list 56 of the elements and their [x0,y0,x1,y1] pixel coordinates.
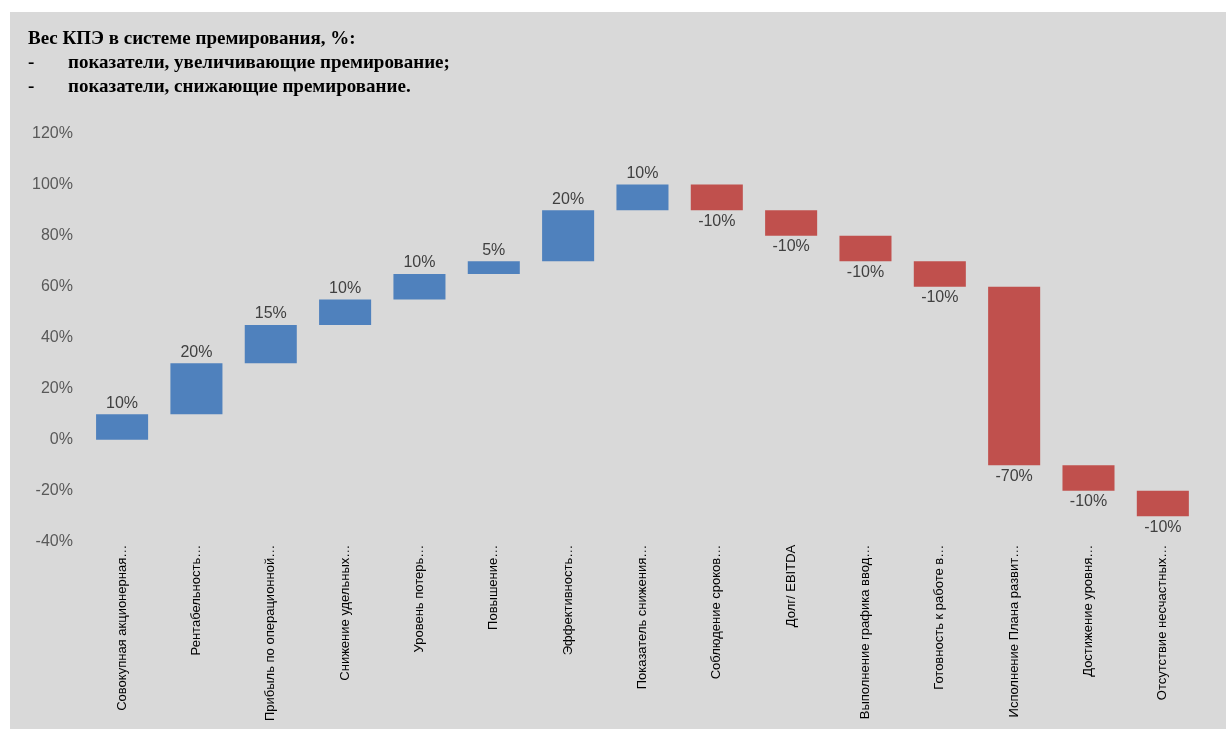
data-label: -70% [995,466,1033,484]
data-label: 15% [254,304,287,322]
bar [913,261,966,287]
y-tick-label: 40% [40,328,73,346]
chart-subtitle: - показатели, увеличивающие премирование; - показатели, снижающие премирование. [28,50,451,98]
bar [1136,490,1189,517]
x-tick-label: Достижение уровня… [1080,544,1096,677]
x-tick-label: Выполнение графика ввод… [857,544,873,720]
x-tick-label: Уровень потерь… [411,544,427,653]
x-tick-label: Снижение удельных… [336,544,352,681]
x-tick-label: Рентабельность… [188,544,204,656]
chart-title: Вес КПЭ в системе премирования, %: [28,26,357,50]
bar [542,210,595,262]
x-tick-label: Исполнение Плана развит… [1005,544,1021,718]
bar [244,324,297,364]
data-label: -10% [698,211,736,229]
data-label: -10% [1144,517,1182,535]
data-label: -10% [846,262,885,280]
data-label: 5% [482,240,506,258]
data-label: -10% [921,288,959,306]
x-tick-label: Повышение… [485,544,501,630]
bar [690,184,743,211]
data-label: -10% [772,237,810,255]
y-tick-label: 80% [40,226,73,244]
y-tick-label: 0% [49,430,73,448]
bar [988,286,1041,466]
bar [96,414,149,440]
bar [1062,465,1115,491]
bar [839,235,892,262]
y-tick-label: 100% [32,175,73,193]
data-label: 10% [329,278,362,296]
x-tick-label: Эффективность… [559,544,575,656]
data-label: -10% [1069,492,1108,510]
data-label: 20% [180,342,213,360]
y-tick-label: 60% [40,277,73,295]
x-tick-label: Долг/ EBITDA [782,544,798,628]
data-label: 10% [626,164,659,182]
bar [765,210,818,236]
x-tick-label: Готовность к работе в… [931,544,947,690]
data-label: 10% [403,253,436,271]
bar [616,184,669,211]
y-tick-label: 20% [40,379,73,397]
x-tick-label: Показатель снижения… [634,544,650,690]
bar [319,299,372,325]
bar [170,363,223,415]
x-tick-label: Совокупная акционерная… [113,544,129,711]
bar [467,261,520,274]
x-tick-label: Соблюдение сроков… [708,544,724,680]
y-tick-label: -40% [35,532,73,550]
data-label: 10% [106,393,139,411]
x-tick-label: Отсутствие несчастных… [1154,544,1170,701]
bar [393,273,446,300]
y-tick-label: -20% [35,481,73,499]
x-tick-label: Прибыль по операционной… [262,544,278,722]
y-tick-label: 120% [32,124,73,142]
data-label: 20% [552,189,585,207]
